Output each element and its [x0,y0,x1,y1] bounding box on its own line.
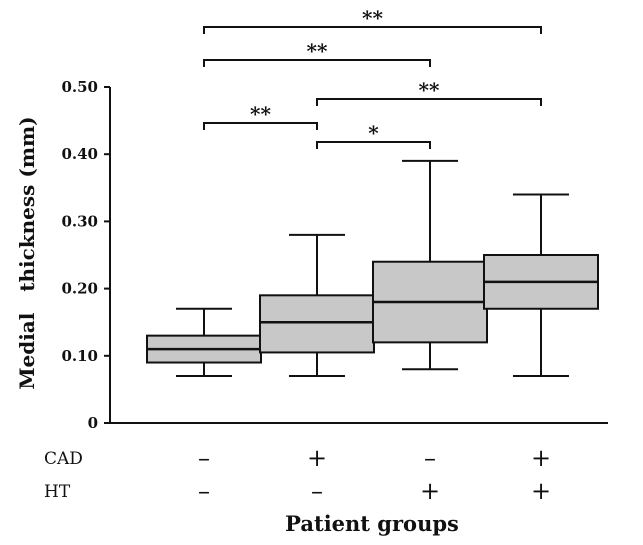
row-cad-sign-4: + [531,444,551,472]
row-ht-sign-2: – [311,477,323,505]
x-axis-label: Patient groups [285,511,459,536]
y-tick-label-0: 0 [88,414,98,432]
row-label-cad: CAD [44,449,83,469]
sig-bracket-5: * [316,121,431,149]
y-tick-label-4: 0.40 [61,145,98,163]
sig-label-2: ** [307,39,328,63]
y-tick-label-1: 0.10 [61,347,98,365]
sig-label-3: ** [250,102,271,126]
sig-bracket-3: ** [203,102,318,130]
sig-label-5: * [368,121,379,145]
y-tick-label-3: 0.30 [61,212,98,230]
box-group-3 [372,159,488,371]
sig-bracket-line-4 [316,98,542,106]
iqr-box-2 [259,294,375,354]
sig-bracket-line-2 [203,59,431,67]
sig-bracket-4: ** [316,78,542,106]
row-ht-sign-3: + [420,477,440,505]
sig-bracket-2: ** [203,39,431,67]
significance-brackets: ********* [203,6,542,149]
axes [109,87,608,424]
sig-label-4: ** [419,78,440,102]
row-label-ht: HT [44,482,71,502]
sig-bracket-line-1 [203,26,542,34]
box-group-2 [259,233,375,377]
box-group-4 [483,193,599,377]
sig-label-1: ** [362,6,383,30]
row-cad-sign-1: – [198,444,210,472]
y-tick-label-2: 0.20 [61,280,98,298]
row-ht-sign-1: – [198,477,210,505]
box-group-1 [146,307,262,377]
y-tick-label-5: 0.50 [61,78,98,96]
sig-bracket-line-3 [203,122,318,130]
row-cad-sign-2: + [307,444,327,472]
sig-bracket-line-5 [316,141,431,149]
group-rows: CAD – + – + HT – – + + [44,444,551,505]
row-cad-sign-3: – [424,444,436,472]
y-axis-label: Medial thickness (mm) [15,116,39,389]
row-ht-sign-4: + [531,477,551,505]
y-ticks: 0 0.10 0.20 0.30 0.40 0.50 [61,78,110,432]
sig-bracket-1: ** [203,6,542,34]
boxes [146,159,599,377]
